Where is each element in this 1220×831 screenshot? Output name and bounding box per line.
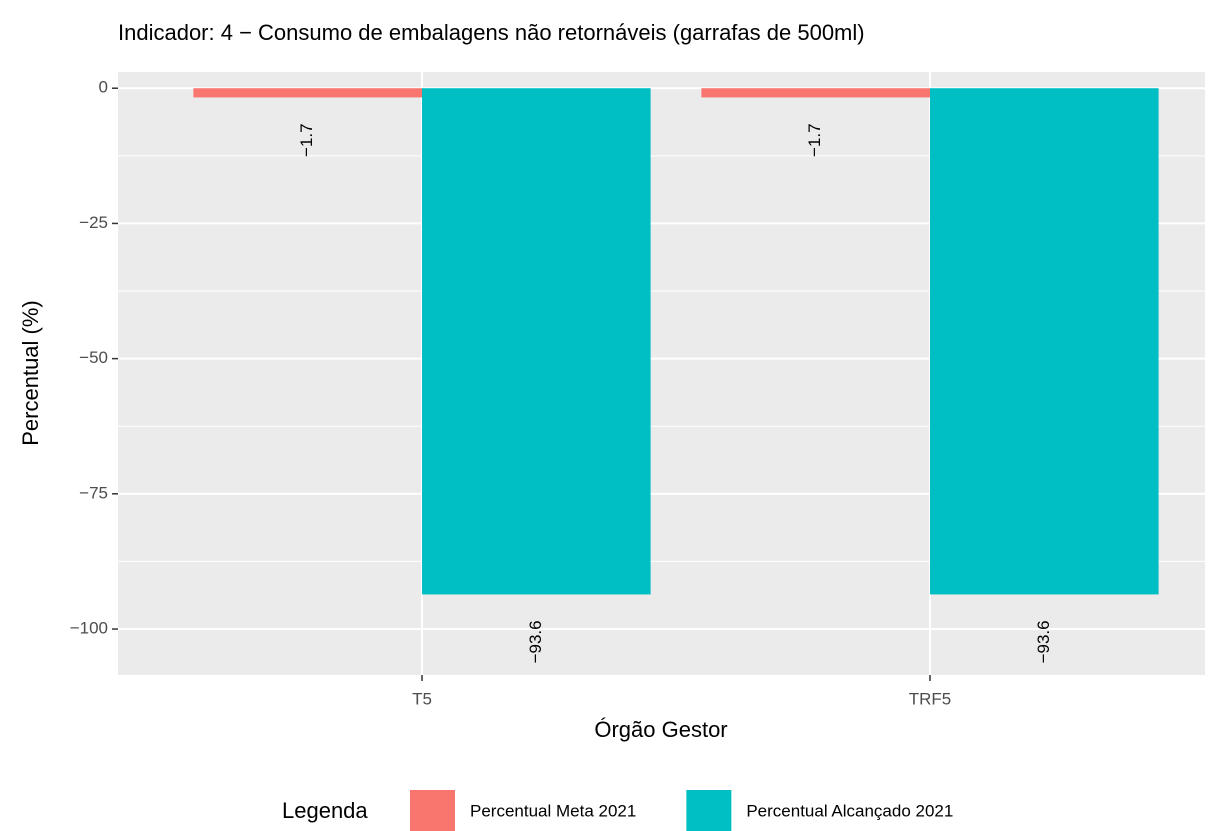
bar xyxy=(193,88,422,98)
bar xyxy=(422,88,651,595)
y-axis-title: Percentual (%) xyxy=(18,300,43,446)
y-tick-label: 0 xyxy=(99,78,108,97)
legend-label: Percentual Meta 2021 xyxy=(470,801,636,820)
x-tick-label: TRF5 xyxy=(909,689,952,708)
x-tick-label: T5 xyxy=(412,689,432,708)
y-tick-label: −50 xyxy=(79,348,108,367)
value-label: −93.6 xyxy=(1034,620,1053,663)
value-label: −1.7 xyxy=(297,123,316,157)
y-tick-label: −100 xyxy=(70,619,108,638)
chart-title: Indicador: 4 − Consumo de embalagens não… xyxy=(118,20,865,45)
legend-label: Percentual Alcançado 2021 xyxy=(746,801,953,820)
bar xyxy=(930,88,1159,595)
legend-key xyxy=(410,790,455,831)
legend-key xyxy=(686,790,732,831)
bar xyxy=(701,88,930,98)
y-tick-label: −25 xyxy=(79,213,108,232)
x-axis-title: Órgão Gestor xyxy=(594,717,727,742)
legend-title: Legenda xyxy=(282,798,368,823)
value-label: −93.6 xyxy=(526,620,545,663)
y-tick-label: −75 xyxy=(79,483,108,502)
value-label: −1.7 xyxy=(805,123,824,157)
